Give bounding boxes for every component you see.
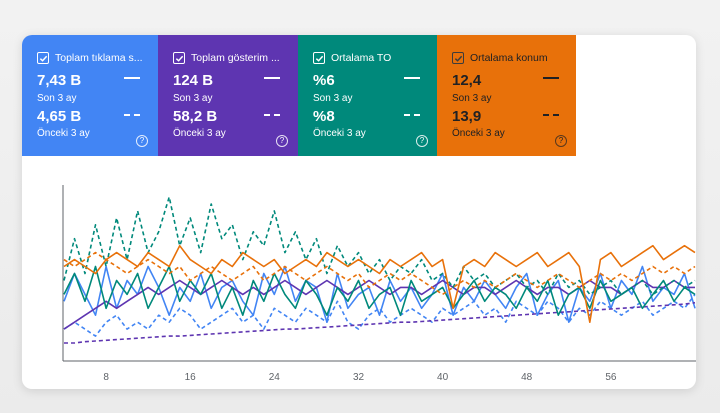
tile-value-current: 12,4 xyxy=(452,72,482,89)
dashed-line-legend-icon xyxy=(404,114,420,116)
metric-tiles: Toplam tıklama s... 7,43 B Son 3 ay 4,65… xyxy=(22,35,576,156)
tile-value-current: 7,43 B xyxy=(37,72,82,89)
tile-period-previous: Önceki 3 ay xyxy=(173,128,226,139)
tile-period-previous: Önceki 3 ay xyxy=(452,128,505,139)
help-icon[interactable]: ? xyxy=(136,135,148,147)
x-tick-label: 8 xyxy=(103,372,109,383)
tile-value-previous: %8 xyxy=(313,108,335,125)
solid-line-legend-icon xyxy=(404,77,420,79)
tile-value-current: %6 xyxy=(313,72,335,89)
checkbox-checked-icon[interactable] xyxy=(173,52,185,64)
tile-period-current: Son 3 ay xyxy=(313,93,353,104)
tile-period-current: Son 3 ay xyxy=(173,93,213,104)
series-line-0 xyxy=(63,265,696,324)
series-line-1 xyxy=(63,293,696,337)
tile-value-previous: 4,65 B xyxy=(37,108,82,125)
x-tick-label: 24 xyxy=(269,372,281,383)
dashed-line-legend-icon xyxy=(543,114,559,116)
checkbox-checked-icon[interactable] xyxy=(452,52,464,64)
solid-line-legend-icon xyxy=(264,77,280,79)
series-line-6 xyxy=(63,244,696,324)
tile-total-impressions[interactable]: Toplam gösterim ... 124 B Son 3 ay 58,2 … xyxy=(158,35,298,156)
tile-period-current: Son 3 ay xyxy=(452,93,492,104)
x-tick-label: 16 xyxy=(185,372,197,383)
tile-value-current: 124 B xyxy=(173,72,214,89)
solid-line-legend-icon xyxy=(124,77,140,79)
x-tick-label: 40 xyxy=(437,372,449,383)
help-icon[interactable]: ? xyxy=(555,135,567,147)
performance-line-chart: 8 16 24 32 40 48 56 xyxy=(62,185,696,383)
series-line-5 xyxy=(63,196,696,296)
dashed-line-legend-icon xyxy=(124,114,140,116)
tile-average-position[interactable]: Ortalama konum 12,4 Son 3 ay 13,9 Önceki… xyxy=(437,35,576,156)
x-tick-label: 32 xyxy=(353,372,365,383)
checkbox-checked-icon[interactable] xyxy=(37,52,49,64)
tile-period-previous: Önceki 3 ay xyxy=(37,128,90,139)
tile-value-previous: 58,2 B xyxy=(173,108,218,125)
series-line-3 xyxy=(64,301,696,344)
help-icon[interactable]: ? xyxy=(416,135,428,147)
checkbox-checked-icon[interactable] xyxy=(313,52,325,64)
tile-header: Ortalama TO xyxy=(313,52,391,64)
performance-card: Toplam tıklama s... 7,43 B Son 3 ay 4,65… xyxy=(22,35,696,389)
tile-value-previous: 13,9 xyxy=(452,108,482,125)
x-tick-label: 56 xyxy=(605,372,617,383)
tile-header: Ortalama konum xyxy=(452,52,548,64)
tile-average-ctr[interactable]: Ortalama TO %6 Son 3 ay %8 Önceki 3 ay ? xyxy=(298,35,437,156)
tile-header: Toplam tıklama s... xyxy=(37,52,143,64)
x-tick-label: 48 xyxy=(521,372,533,383)
dashed-line-legend-icon xyxy=(264,114,280,116)
solid-line-legend-icon xyxy=(543,77,559,79)
tile-total-clicks[interactable]: Toplam tıklama s... 7,43 B Son 3 ay 4,65… xyxy=(22,35,158,156)
tile-header: Toplam gösterim ... xyxy=(173,52,280,64)
help-icon[interactable]: ? xyxy=(276,135,288,147)
series-line-7 xyxy=(63,251,696,296)
tile-period-previous: Önceki 3 ay xyxy=(313,128,366,139)
tile-period-current: Son 3 ay xyxy=(37,93,77,104)
